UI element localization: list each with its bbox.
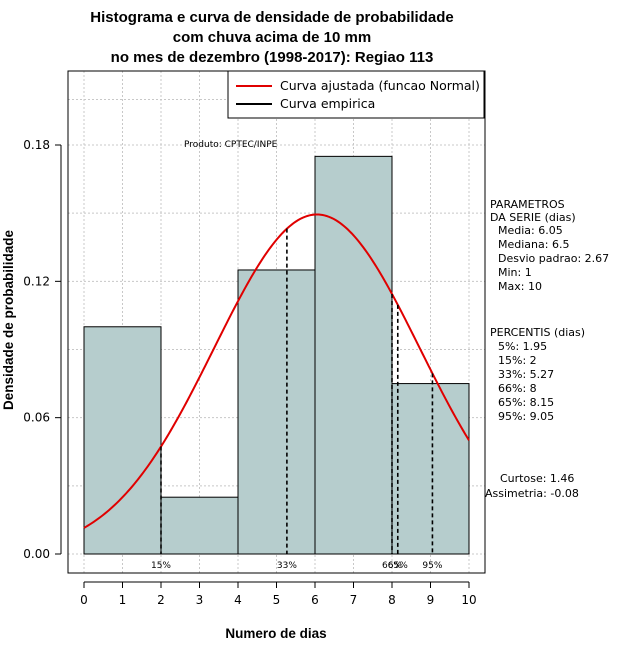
histogram-bar-2 bbox=[237, 269, 316, 555]
x-tick-label-1: 1 bbox=[119, 593, 127, 607]
histogram-bars bbox=[83, 155, 470, 555]
x-tick-label-9: 9 bbox=[427, 593, 435, 607]
histogram-bar-3 bbox=[314, 155, 393, 555]
x-tick-label-0: 0 bbox=[80, 593, 88, 607]
y-axis-label: Densidade de probabilidade bbox=[1, 229, 16, 410]
param-heading-2: DA SERIE (dias) bbox=[490, 211, 576, 224]
y-tick-label-0: 0.00 bbox=[23, 547, 50, 561]
histogram-bar-0 bbox=[83, 326, 162, 555]
title-line-2: com chuva acima de 10 mm bbox=[173, 29, 371, 46]
curtose: Curtose: 1.46 bbox=[500, 472, 574, 485]
x-tick-label-7: 7 bbox=[350, 593, 358, 607]
normal-curve bbox=[83, 213, 470, 529]
y-tick-label-2: 0.12 bbox=[23, 274, 50, 288]
percentile-label-1: 33% bbox=[277, 561, 297, 571]
shape-block: Curtose: 1.46 Assimetria: -0.08 bbox=[485, 472, 579, 500]
histogram-bar-1 bbox=[160, 496, 239, 555]
axes: 0 1 2 3 4 5 6 7 8 9 10 0.00 0.06 0.12 0.18 bbox=[23, 138, 476, 607]
legend-label-empirical: Curva empirica bbox=[280, 96, 375, 111]
x-tick-label-4: 4 bbox=[234, 593, 242, 607]
pct-95: 95%: 9.05 bbox=[498, 410, 554, 423]
percentis-block: PERCENTIS (dias) 5%: 1.95 15%: 2 33%: 5.… bbox=[490, 326, 585, 423]
x-tick-label-8: 8 bbox=[388, 593, 396, 607]
param-heading-1: PARAMETROS bbox=[490, 198, 565, 211]
x-tick-label-2: 2 bbox=[157, 593, 165, 607]
percentile-lines: 15% 33% 66%65% 95% bbox=[151, 228, 443, 571]
pct-65: 65%: 8.15 bbox=[498, 396, 554, 409]
param-media: Media: 6.05 bbox=[498, 224, 563, 237]
x-tick-label-6: 6 bbox=[311, 593, 319, 607]
histogram-bar-4 bbox=[391, 383, 470, 555]
x-tick-label-3: 3 bbox=[196, 593, 204, 607]
pct-5: 5%: 1.95 bbox=[498, 340, 547, 353]
x-tick-label-5: 5 bbox=[273, 593, 281, 607]
assimetria: Assimetria: -0.08 bbox=[485, 487, 579, 500]
legend-box bbox=[227, 70, 485, 119]
title-line-3: no mes de dezembro (1998-2017): Regiao 1… bbox=[111, 49, 434, 66]
percentile-label-3: 65% bbox=[388, 561, 408, 571]
y-tick-label-3: 0.18 bbox=[23, 138, 50, 152]
pct-66: 66%: 8 bbox=[498, 382, 537, 395]
y-tick-label-1: 0.06 bbox=[23, 411, 50, 425]
product-annotation: Produto: CPTEC/INPE bbox=[184, 140, 278, 150]
percentile-label-4: 95% bbox=[422, 561, 442, 571]
param-desvio: Desvio padrao: 2.67 bbox=[498, 252, 609, 265]
parametros-block: PARAMETROS DA SERIE (dias) Media: 6.05 M… bbox=[490, 198, 609, 293]
legend-label-fitted: Curva ajustada (funcao Normal) bbox=[280, 78, 480, 93]
x-axis-label: Numero de dias bbox=[225, 626, 326, 641]
legend: Curva ajustada (funcao Normal) Curva emp… bbox=[227, 70, 485, 119]
title-line-1: Histograma e curva de densidade de proba… bbox=[90, 9, 453, 26]
normal-curve-layer bbox=[83, 213, 470, 529]
x-tick-label-10: 10 bbox=[461, 593, 476, 607]
percentile-label-0: 15% bbox=[151, 561, 171, 571]
chart-title: Histograma e curva de densidade de proba… bbox=[90, 9, 453, 66]
param-min: Min: 1 bbox=[498, 266, 532, 279]
pct-15: 15%: 2 bbox=[498, 354, 537, 367]
pct-heading: PERCENTIS (dias) bbox=[490, 326, 585, 339]
param-mediana: Mediana: 6.5 bbox=[498, 238, 569, 251]
param-max: Max: 10 bbox=[498, 280, 542, 293]
percentile-label-2: 66% bbox=[382, 561, 402, 571]
pct-33: 33%: 5.27 bbox=[498, 368, 554, 381]
